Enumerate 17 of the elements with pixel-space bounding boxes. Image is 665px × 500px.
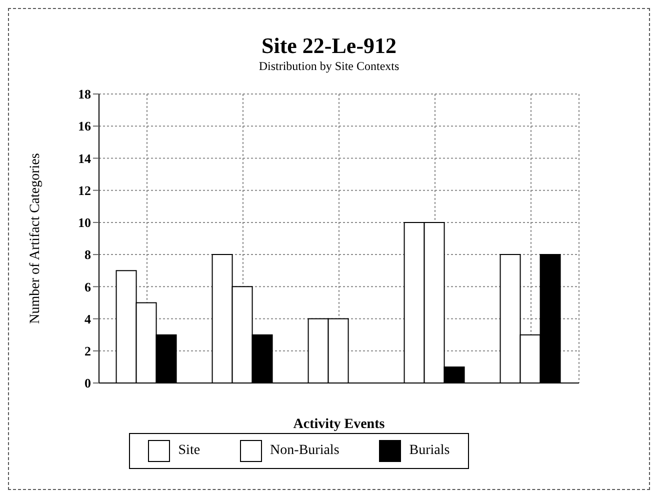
legend-label: Non-Burials: [270, 443, 340, 459]
legend-label: Burials: [409, 443, 450, 459]
y-tick-label: 4: [84, 311, 92, 326]
y-tick-label: 18: [78, 86, 92, 102]
x-axis-title: Activity Events: [293, 417, 386, 432]
legend-label: Site: [178, 443, 200, 459]
y-axis-title: Number of Artifact Categories: [28, 153, 43, 324]
chart-subtitle: Distribution by Site Contexts: [258, 59, 400, 74]
y-tick-label: 14: [78, 150, 92, 166]
y-tick-label: 2: [84, 344, 91, 359]
y-tick-label: 0: [84, 376, 91, 391]
y-tick-label: 8: [84, 247, 92, 262]
y-tick-label: 16: [78, 118, 92, 134]
y-tick-label: 12: [78, 182, 91, 198]
y-tick-label: 6: [84, 279, 92, 294]
chart-title: Site 22-Le-912: [260, 33, 398, 59]
y-tick-label: 10: [78, 215, 91, 230]
